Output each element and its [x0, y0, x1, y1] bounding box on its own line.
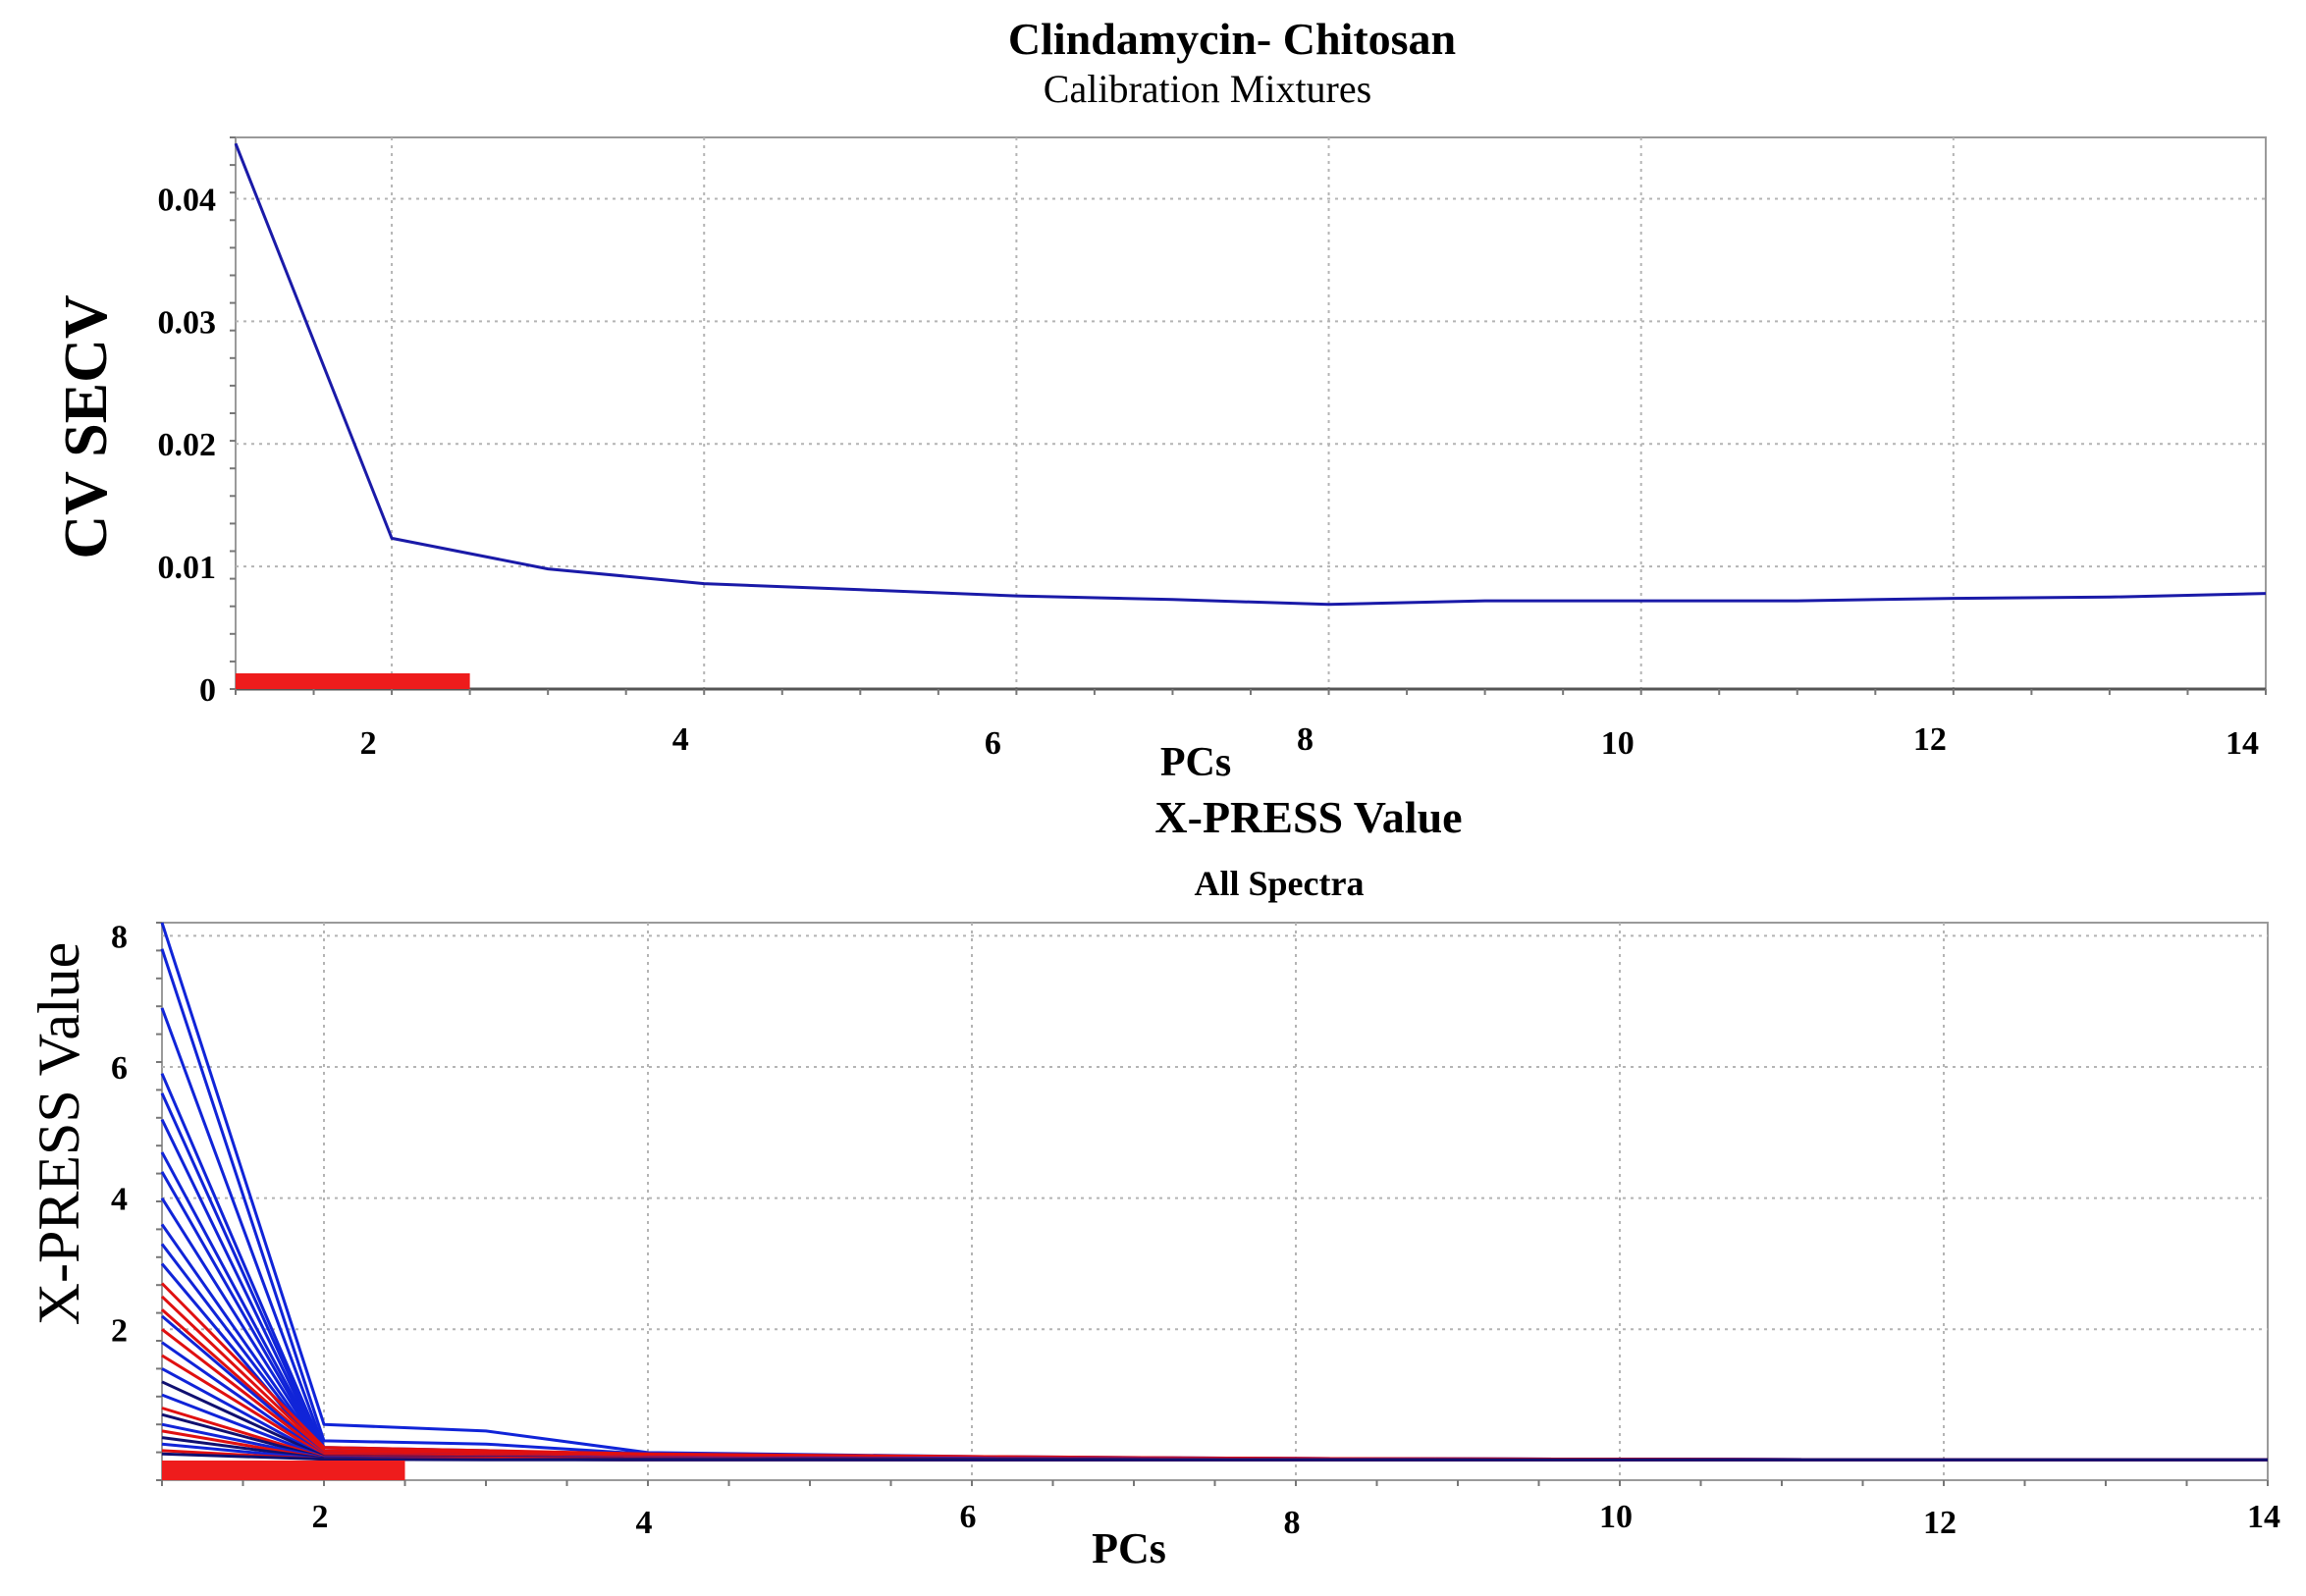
axis-ticks [156, 922, 2269, 1486]
highlight-bar [162, 1461, 405, 1480]
series-line-s6 [160, 1118, 2268, 1462]
x-tick-label: 8 [1284, 1505, 1301, 1541]
axis-ticks [230, 136, 2267, 695]
x-tick-label: 14 [2226, 725, 2259, 762]
x-tick-label: 14 [2247, 1499, 2280, 1535]
series-line-s16 [161, 1314, 2268, 1462]
x-tick-label: 2 [312, 1499, 329, 1535]
x-tick-label: 4 [636, 1505, 653, 1541]
series-line-s21 [161, 1380, 2268, 1462]
series-group [234, 142, 2267, 607]
series-line-s5 [160, 1092, 2268, 1462]
y-axis-label: CV SECV [53, 294, 120, 559]
grid-lines [236, 137, 2266, 691]
x-tick-label: 8 [1297, 721, 1314, 758]
y-tick-label: 2 [111, 1312, 128, 1349]
series-group [160, 922, 2268, 1462]
y-tick-label: 8 [111, 919, 128, 955]
y-axis-label: X-PRESS Value [27, 942, 91, 1326]
series-line-s2 [160, 948, 2268, 1462]
x-tick-label: 12 [1923, 1505, 1957, 1541]
x-tick-label: 2 [360, 725, 377, 762]
y-tick-label: 0.01 [158, 550, 217, 586]
grid-lines [162, 923, 2268, 1480]
highlight-bar [236, 673, 470, 689]
series-line-s17 [161, 1328, 2268, 1462]
x-tick-labels: 2 4 6 8 10 12 14 [360, 721, 2259, 762]
series-line-s13 [160, 1282, 2268, 1462]
y-tick-label: 0.04 [158, 182, 217, 218]
highlight-bar-segment [162, 1461, 405, 1480]
x-press-chart: X-PRESS Value All Spectra 2 4 6 8 2 4 6 8 10 12 1… [27, 792, 2280, 1572]
series-line-s8 [160, 1171, 2268, 1462]
y-tick-labels: 2 4 6 8 [111, 919, 128, 1349]
y-tick-label: 0.02 [158, 427, 217, 463]
y-tick-label: 0 [199, 672, 216, 709]
y-tick-label: 4 [111, 1182, 128, 1218]
x-tick-label: 6 [960, 1499, 977, 1535]
series-line-s1 [160, 922, 2268, 1462]
chart-title: Clindamycin- Chitosan [1008, 14, 1456, 64]
y-tick-label: 6 [111, 1050, 128, 1087]
x-axis-label: PCs [1160, 740, 1231, 785]
x-tick-label: 10 [1601, 725, 1635, 762]
plot-area [235, 136, 2267, 690]
series-line-s14 [160, 1295, 2268, 1462]
x-tick-label: 6 [985, 725, 1001, 762]
series-line-s10 [160, 1223, 2268, 1462]
y-tick-label: 0.03 [158, 304, 217, 341]
series-line-s3 [160, 1007, 2268, 1462]
chart-title: X-PRESS Value [1154, 792, 1462, 842]
series-line-s4 [160, 1073, 2268, 1462]
highlight-bar-segment [236, 673, 470, 689]
series-line-s15 [161, 1308, 2268, 1462]
cv-secv-chart: Clindamycin- Chitosan Calibration Mixtur… [53, 14, 2267, 785]
series-line-s30 [161, 1452, 2268, 1462]
x-tick-label: 4 [672, 721, 689, 758]
chart-subtitle: All Spectra [1195, 864, 1365, 903]
y-tick-labels: 0 0.01 0.02 0.03 0.04 [158, 182, 217, 709]
series-line-s20 [161, 1367, 2268, 1462]
x-tick-labels: 2 4 6 8 10 12 14 [312, 1499, 2281, 1541]
chart-subtitle: Calibration Mixtures [1044, 67, 1371, 111]
x-tick-label: 12 [1913, 721, 1947, 758]
series-line-s11 [160, 1243, 2268, 1462]
series-line-s18 [161, 1341, 2268, 1462]
plot-area [161, 922, 2269, 1481]
x-tick-label: 10 [1599, 1499, 1633, 1535]
x-axis-label: PCs [1092, 1524, 1166, 1572]
series-line-CV SECV [234, 142, 2267, 607]
